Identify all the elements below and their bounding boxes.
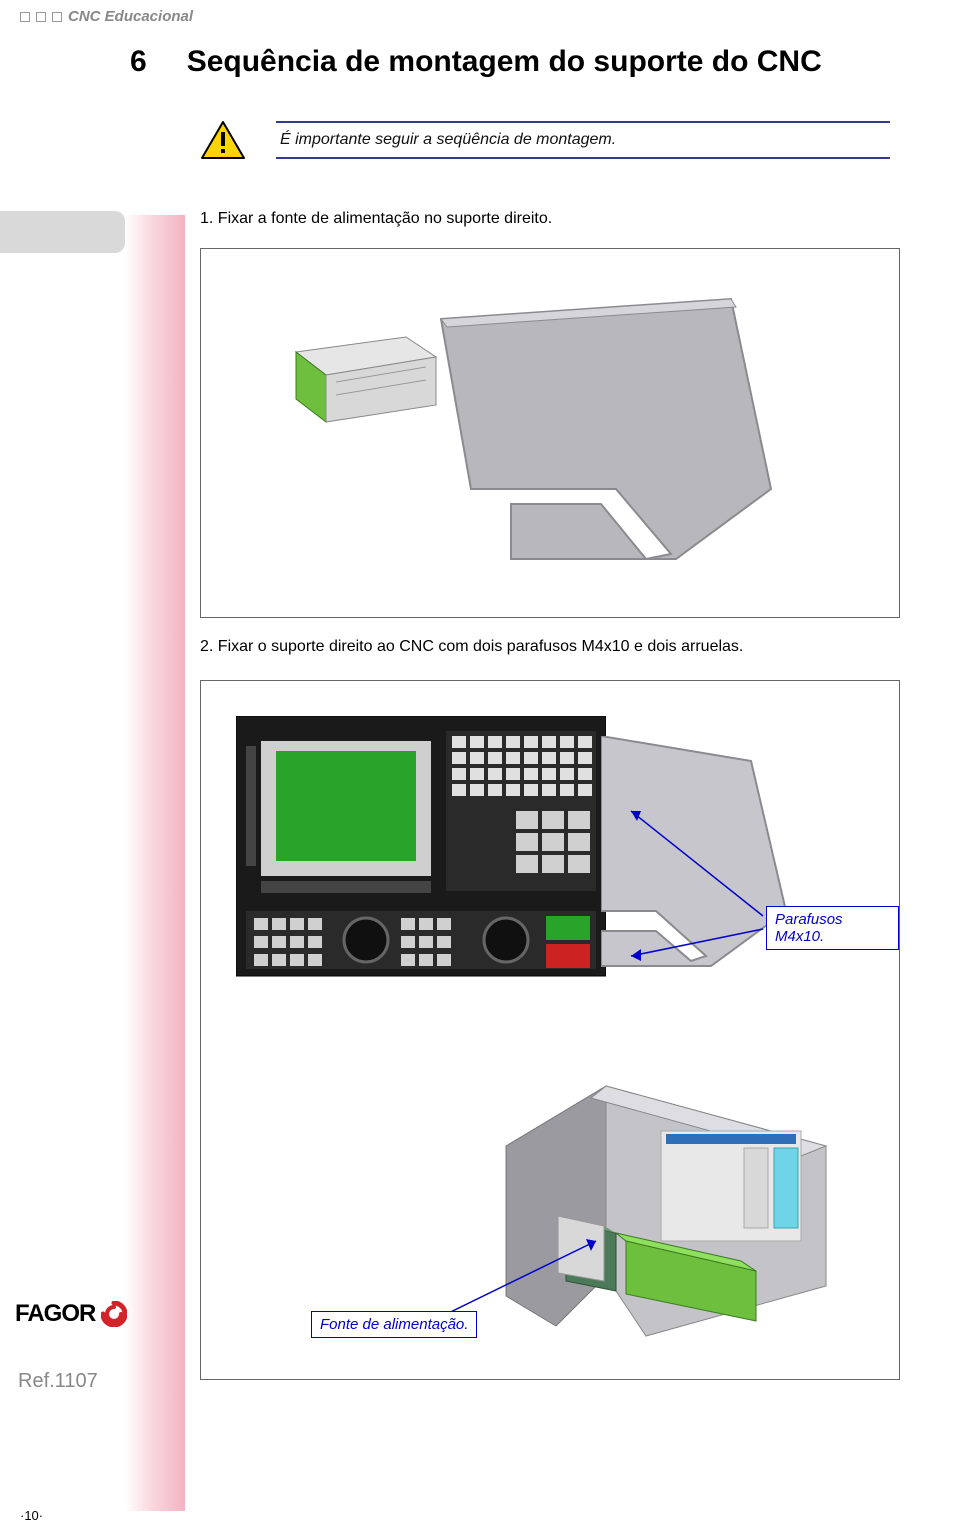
decor-square	[52, 12, 62, 22]
header-strip: CNC Educacional	[20, 8, 940, 25]
callout-psu: Fonte de alimentação.	[311, 1311, 477, 1338]
decor-square	[36, 12, 46, 22]
warning-icon	[200, 120, 246, 160]
power-supply-unit	[291, 327, 441, 427]
doc-title: CNC Educacional	[68, 8, 193, 25]
brand-logo: FAGOR	[15, 1300, 127, 1328]
step-1-text: 1. Fixar a fonte de alimentação no supor…	[200, 210, 890, 228]
decor-square	[20, 12, 30, 22]
psu-arrow	[201, 1061, 901, 1381]
callout-screws: Parafusos M4x10.	[766, 906, 899, 950]
step-2-text: 2. Fixar o suporte direito ao CNC com do…	[200, 638, 890, 656]
figure-2: Parafusos M4x10. Fonte de alimentação.	[200, 680, 900, 1380]
brand-swirl-icon	[101, 1301, 127, 1327]
figure-1	[200, 248, 900, 618]
side-tab	[0, 211, 125, 253]
chapter-heading: 6 Sequência de montagem do suporte do CN…	[130, 45, 822, 79]
chapter-title: Sequência de montagem do suporte do CNC	[187, 45, 822, 79]
note-row: É importante seguir a seqüência de monta…	[200, 120, 890, 160]
bracket-right	[431, 289, 781, 589]
ref-number: Ref.1107	[18, 1370, 98, 1393]
note-text: É importante seguir a seqüência de monta…	[276, 121, 890, 159]
chapter-number: 6	[130, 45, 147, 79]
page-number: ·10·	[20, 1508, 43, 1523]
screw-arrow	[201, 681, 901, 1061]
brand-name: FAGOR	[15, 1300, 95, 1328]
side-gradient	[125, 215, 185, 1511]
